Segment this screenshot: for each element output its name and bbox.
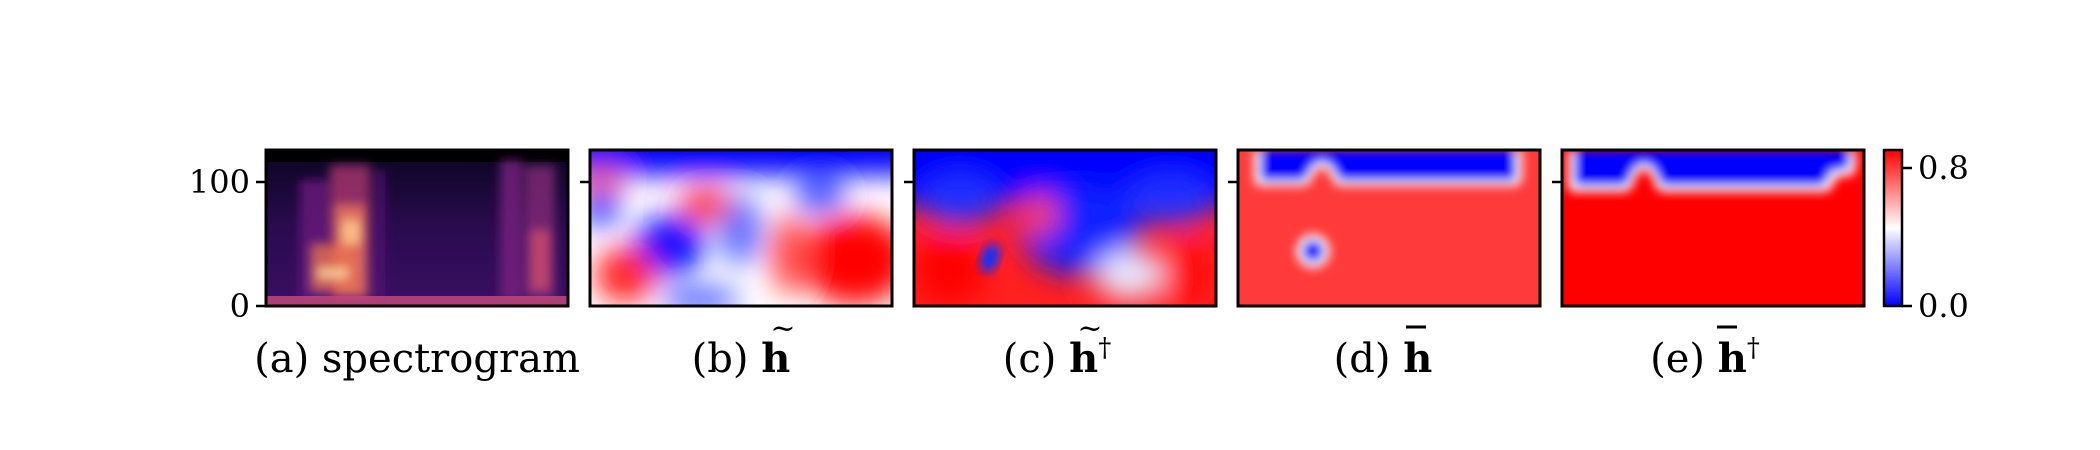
panel-b-heatmap: (b) h ~ [580,148,894,382]
panel-a-caption-text: spectrogram [322,336,580,382]
panel-a-frame [264,148,570,308]
panel-a-ytick-label-0: 0 [230,287,250,325]
panel-b-caption-tilde: ~ [770,311,795,346]
panel-d-heatmap: (d) h [1228,148,1542,382]
panel-a-caption: (a) spectrogram [254,336,580,382]
panel-c-caption: (c) h† [1003,333,1111,382]
panel-c-caption-superscript: † [1098,333,1111,363]
colorbar-frame [1882,148,1904,308]
panel-c-caption-tilde: ~ [1077,311,1102,346]
panel-e-caption: (e) h† [1650,333,1760,382]
panel-b-caption: (b) h [692,335,791,382]
panel-c-caption-symbol: h [1069,335,1098,382]
spectrogram-top-band [266,150,568,162]
panel-e-caption-superscript: † [1747,333,1760,363]
colorbar-tick-label-high: 0.8 [1918,149,1969,187]
colorbar-tick-label-low: 0.0 [1918,287,1969,325]
panel-e-caption-symbol: h [1718,335,1747,382]
panel-a-ytick-label-100: 100 [189,163,250,201]
panel-d-caption: (d) h [1334,335,1433,382]
panel-c-caption-prefix: (c) [1003,336,1057,382]
panel-c-heatmap: (c) h† ~ [904,148,1218,382]
colorbar: 0.8 0.0 [1882,148,1969,325]
panel-e-heatmap: (e) h† [1552,148,1866,382]
panel-e-caption-prefix: (e) [1650,336,1705,382]
panel-a-caption-prefix: (a) [254,336,309,382]
panel-b-caption-prefix: (b) [692,336,749,382]
panel-a-spectrogram: 100 0 (a) spectrogram [189,148,580,382]
panel-b-caption-symbol: h [761,335,790,382]
colorbar-gradient [1884,150,1902,306]
panel-d-caption-prefix: (d) [1334,336,1391,382]
spectrogram-energy [300,160,555,300]
spectrogram-bottom-band [266,296,568,306]
panel-d-caption-symbol: h [1403,335,1432,382]
